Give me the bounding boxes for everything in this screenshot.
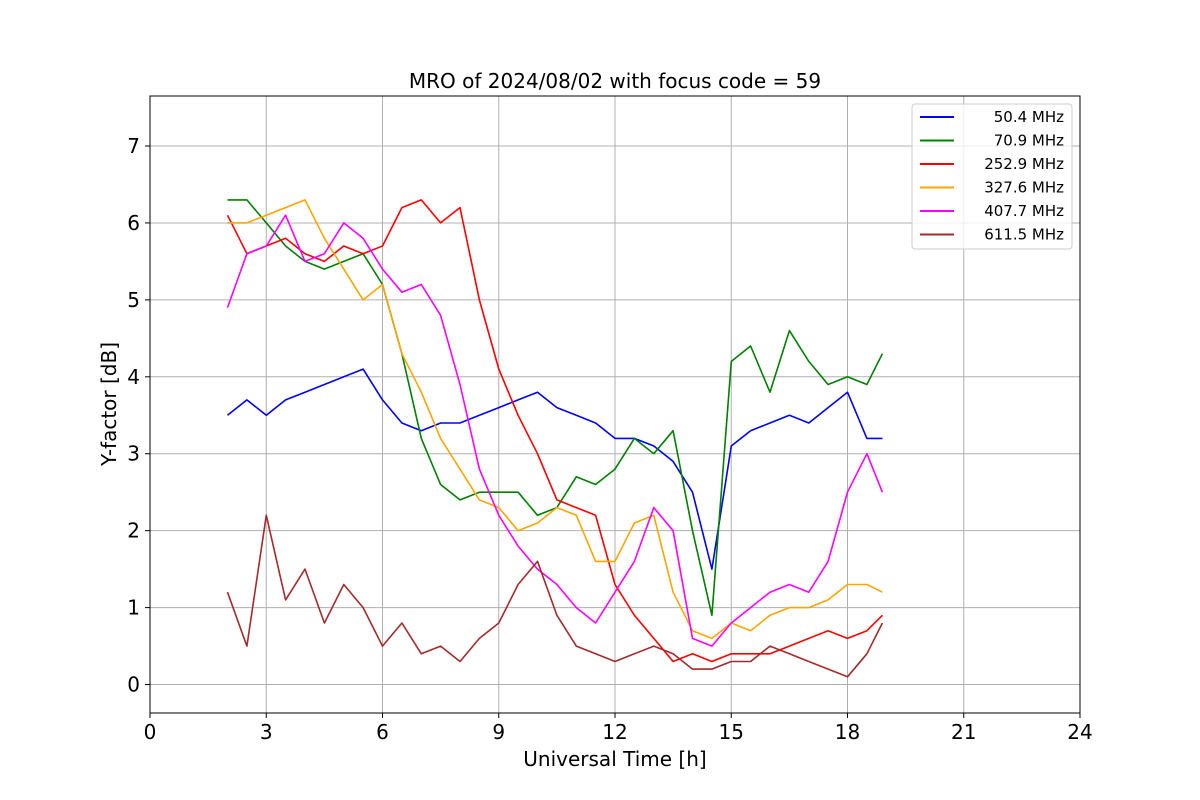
x-tick-label: 15 (719, 720, 744, 744)
x-tick-label: 9 (492, 720, 505, 744)
series-line-252-9-mhz (226, 199, 883, 663)
x-tick-label: 18 (835, 720, 860, 744)
legend-label: 252.9 MHz (984, 155, 1064, 173)
legend-label: 50.4 MHz (994, 108, 1064, 126)
y-tick-label: 1 (127, 596, 140, 620)
y-tick-label: 5 (127, 288, 140, 312)
y-axis-label: Y-factor [dB] (97, 342, 121, 467)
y-tick-label: 2 (127, 519, 140, 543)
y-tick-label: 0 (127, 673, 140, 697)
legend-label: 611.5 MHz (984, 226, 1064, 244)
y-tick-label: 3 (127, 442, 140, 466)
x-tick-label: 12 (602, 720, 627, 744)
series-line-327-6-mhz (227, 199, 883, 640)
x-tick-label: 3 (260, 720, 273, 744)
x-axis-label: Universal Time [h] (523, 747, 706, 771)
series-line-407-7-mhz (226, 214, 884, 647)
legend: 50.4 MHz 70.9 MHz 252.9 MHz 327.6 MHz 407.7 … (911, 103, 1073, 250)
legend-items: 50.4 MHz 70.9 MHz 252.9 MHz 327.6 MHz 407.7 … (920, 108, 1064, 244)
legend-label: 327.6 MHz (984, 179, 1064, 197)
y-tick-label: 4 (127, 365, 140, 389)
x-tick-label: 0 (144, 720, 157, 744)
series-line-50-4-mhz (227, 368, 883, 570)
series-line-611-5-mhz (226, 514, 884, 678)
legend-label: 70.9 MHz (994, 132, 1064, 150)
legend-label: 407.7 MHz (984, 202, 1064, 220)
chart-title: MRO of 2024/08/02 with focus code = 59 (409, 69, 821, 93)
x-tick-label: 21 (951, 720, 976, 744)
x-tick-label: 6 (376, 720, 389, 744)
series-group (226, 199, 884, 678)
y-tick-label: 7 (127, 134, 140, 158)
y-tick-label: 6 (127, 211, 140, 235)
x-tick-label: 24 (1067, 720, 1092, 744)
